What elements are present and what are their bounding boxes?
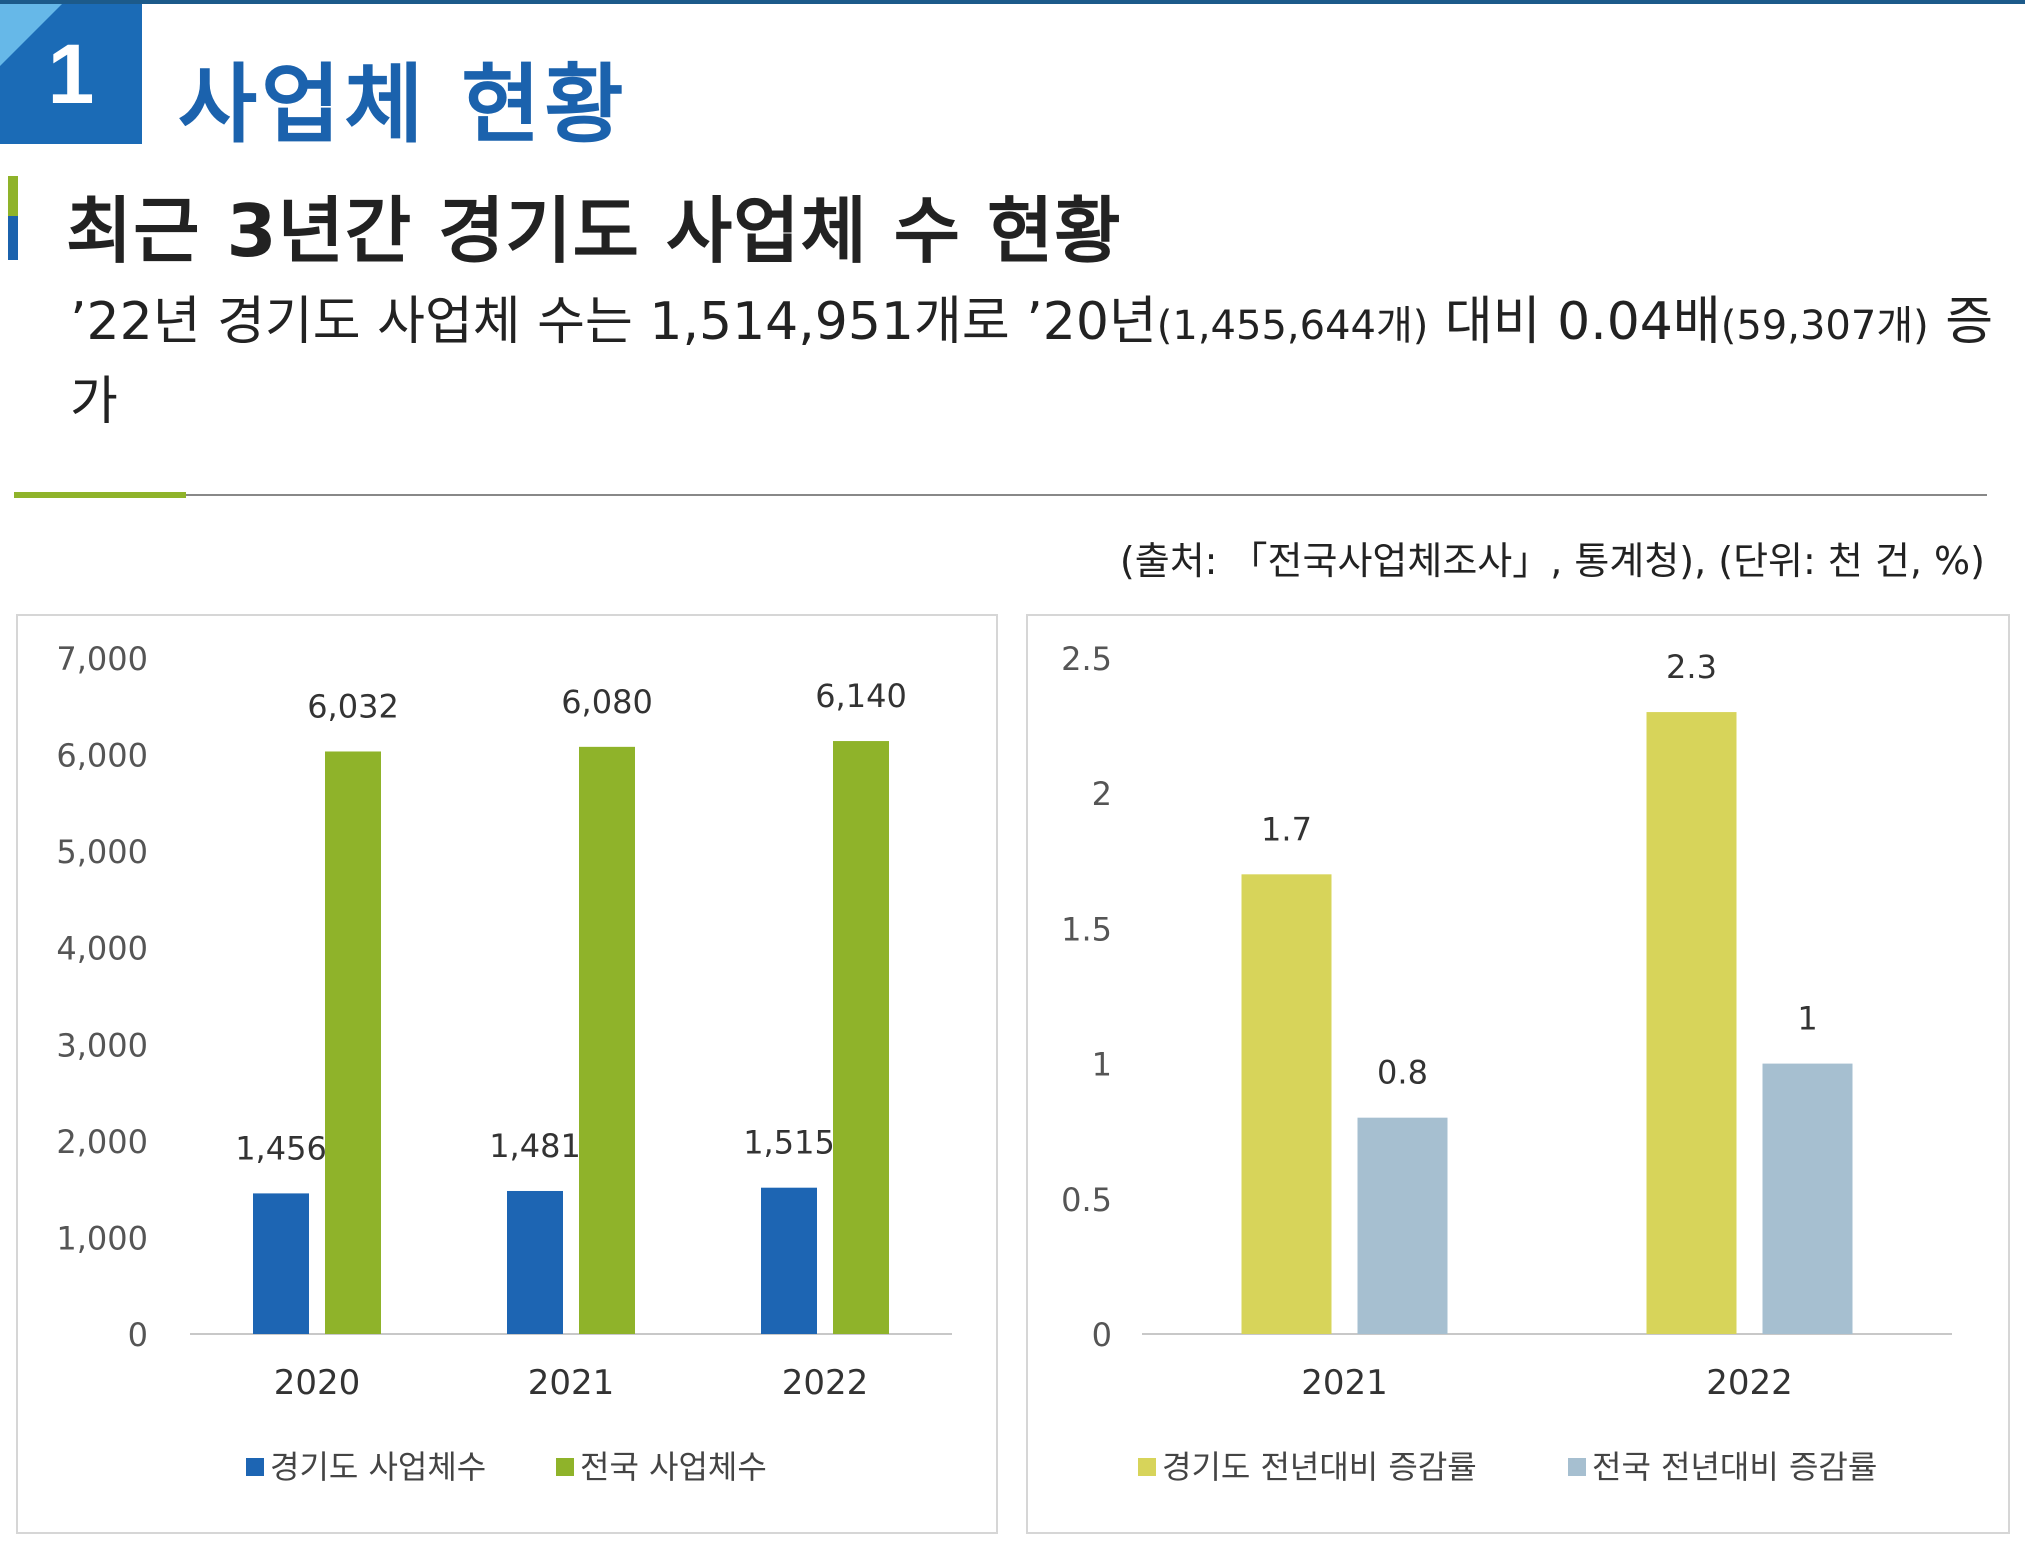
y-tick-label: 0.5	[1061, 1181, 1112, 1219]
legend-swatch	[556, 1458, 574, 1476]
y-tick-label: 1	[1092, 1046, 1112, 1084]
bar-national-2021	[1357, 1117, 1448, 1334]
data-label: 6,080	[561, 683, 653, 721]
data-label: 2.3	[1666, 648, 1717, 686]
bar-gyeonggi-2021	[1241, 874, 1332, 1334]
y-tick-label: 4,000	[56, 930, 148, 968]
x-tick-label: 2020	[274, 1363, 361, 1403]
bar-national-2020	[325, 751, 381, 1334]
y-tick-label: 2	[1092, 775, 1112, 813]
x-tick-label: 2022	[1706, 1363, 1793, 1403]
bar-national-2022	[1762, 1063, 1853, 1334]
legend-swatch	[1138, 1458, 1156, 1476]
data-label: 6,032	[307, 687, 399, 725]
y-tick-label: 0	[128, 1316, 148, 1354]
subtitle-marker-blue	[8, 216, 18, 260]
business-count-chart: 0 1,000 2,000 3,000 4,000 5,000 6,000 7,000 1,45…	[56, 640, 952, 1486]
bar-gyeonggi-2022	[1646, 712, 1737, 1334]
badge-corner-decoration	[0, 4, 62, 66]
legend-label: 전국 사업체수	[580, 1448, 767, 1486]
y-tick-label: 5,000	[56, 833, 148, 871]
business-count-chart-panel: 0 1,000 2,000 3,000 4,000 5,000 6,000 7,000 1,45…	[16, 614, 998, 1534]
source-note: (출처: 「전국사업체조사」, 통계청), (단위: 천 건, %)	[1119, 539, 1985, 583]
data-label: 1,515	[743, 1124, 835, 1162]
y-tick-label: 2,000	[56, 1123, 148, 1161]
bar-gyeonggi-2021	[507, 1190, 563, 1334]
divider-accent	[14, 492, 186, 498]
description-text-4: (59,307개)	[1720, 303, 1929, 349]
legend-label: 전국 전년대비 증감률	[1592, 1448, 1877, 1486]
legend-swatch	[1568, 1458, 1586, 1476]
y-tick-label: 2.5	[1061, 640, 1112, 678]
y-tick-label: 1,000	[56, 1219, 148, 1257]
legend-label: 경기도 사업체수	[270, 1448, 486, 1486]
y-tick-label: 3,000	[56, 1026, 148, 1064]
data-label: 6,140	[815, 677, 907, 715]
description-text-5: 증가	[70, 292, 1994, 432]
legend-swatch	[246, 1458, 264, 1476]
bar-gyeonggi-2020	[253, 1193, 309, 1334]
bar-national-2021	[579, 746, 635, 1334]
y-tick-label: 1.5	[1061, 910, 1112, 948]
bar-gyeonggi-2022	[761, 1187, 817, 1334]
x-tick-label: 2021	[1301, 1363, 1388, 1403]
bar-national-2022	[833, 741, 889, 1334]
y-tick-label: 7,000	[56, 640, 148, 678]
data-label: 0.8	[1377, 1054, 1428, 1092]
subtitle-marker-green	[8, 176, 18, 216]
description-text-3: 대비 0.04배	[1428, 292, 1721, 352]
subtitle: 최근 3년간 경기도 사업체 수 현황	[66, 189, 1122, 273]
top-rule	[0, 0, 2025, 4]
data-label: 1	[1797, 1000, 1817, 1038]
data-label: 1.7	[1261, 810, 1312, 848]
section-number: 1	[47, 27, 95, 121]
x-tick-label: 2021	[528, 1363, 615, 1403]
x-tick-label: 2022	[782, 1363, 869, 1403]
section-number-badge: 1	[0, 4, 142, 144]
legend-label: 경기도 전년대비 증감률	[1162, 1448, 1477, 1486]
description-text-1: ’22년 경기도 사업체 수는 1,514,951개로 ’20년	[70, 292, 1157, 352]
description-text-2: (1,455,644개)	[1156, 303, 1429, 349]
growth-rate-chart: 0 0.5 1 1.5 2 2.5 1.7 0.8 2021 2.3 1 2022 경기도 전년대비 증…	[1061, 640, 1952, 1486]
description: ’22년 경기도 사업체 수는 1,514,951개로 ’20년(1,455,6…	[70, 284, 2015, 440]
divider-line	[14, 494, 1987, 496]
y-tick-label: 6,000	[56, 737, 148, 775]
growth-rate-chart-panel: 0 0.5 1 1.5 2 2.5 1.7 0.8 2021 2.3 1 2022 경기도 전년대비 증…	[1026, 614, 2010, 1534]
data-label: 1,481	[489, 1127, 581, 1165]
y-tick-label: 0	[1092, 1316, 1112, 1354]
section-title: 사업체 현황	[178, 55, 628, 155]
data-label: 1,456	[235, 1129, 327, 1167]
